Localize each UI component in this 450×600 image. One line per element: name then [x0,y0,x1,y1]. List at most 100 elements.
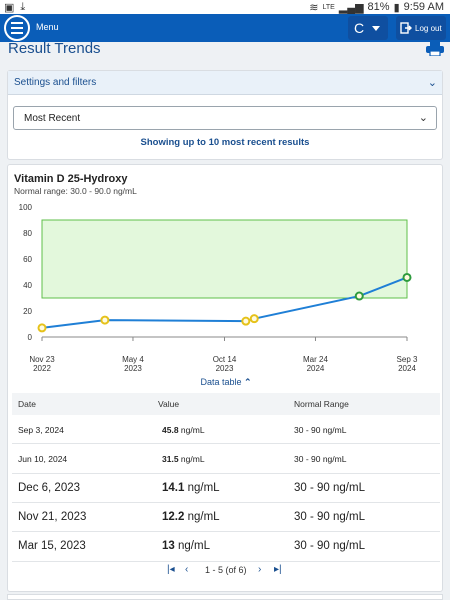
test-name: Vitamin D 25-Hydroxy [14,173,128,185]
y-tick-label: 20 [23,307,32,316]
x-tick-label: Sep 3 [397,355,418,364]
last-page-icon[interactable]: ▸| [274,564,282,575]
x-tick-label-year: 2023 [124,364,142,373]
row-range: 30 - 90 ng/mL [294,482,365,494]
row-range: 30 - 90 ng/mL [294,511,365,523]
battery-icon: ▮ [393,1,400,14]
network-label: LTE [322,3,335,11]
pagination: |◂ ‹ 1 - 5 (of 6) › ▸| [8,564,444,578]
row-range: 30 - 90 ng/mL [294,540,365,552]
avatar-initial: C [354,20,365,36]
y-tick-label: 0 [28,333,33,342]
download-icon: ⤓ [20,0,26,13]
x-tick-label-year: 2023 [216,364,234,373]
sort-select[interactable]: Most Recent ⌄ [13,106,437,130]
table-row: Dec 6, 2023 14.1 ng/mL 30 - 90 ng/mL [12,474,440,503]
data-point [354,291,364,301]
row-value: 45.8 ng/mL [162,425,205,435]
data-table-label: Data table [200,377,242,387]
y-tick-label: 80 [23,229,32,238]
menu-label: Menu [36,22,59,32]
row-date: Jun 10, 2024 [18,454,68,464]
logout-button[interactable]: Log out [396,16,446,40]
status-bar: ▣ ⤓ ≋ LTE ▂▄▆ 81% ▮ 9:59 AM [0,0,450,14]
x-tick-label-year: 2022 [33,364,51,373]
table-row: Nov 21, 2023 12.2 ng/mL 30 - 90 ng/mL [12,503,440,532]
clock: 9:59 AM [403,1,444,13]
table-row: Mar 15, 2023 13 ng/mL 30 - 90 ng/mL [12,532,440,562]
caret-down-icon [372,25,381,31]
account-menu-button[interactable]: C [348,16,388,40]
table-header: Date Value Normal Range [12,393,440,415]
data-point [37,323,47,333]
row-value-number: 12.2 [162,511,185,523]
row-value: 12.2 ng/mL [162,511,220,523]
battery-percent: 81% [367,1,390,13]
prev-page-icon[interactable]: ‹ [185,564,189,575]
settings-filters-toggle[interactable]: Settings and filters ⌄ [8,71,442,95]
chevron-down-icon: ⌄ [418,112,428,124]
y-tick-label: 40 [23,281,32,290]
row-date: Sep 3, 2024 [18,425,64,435]
row-value-unit: ng/mL [180,425,205,435]
row-date: Mar 15, 2023 [18,540,86,552]
row-value: 13 ng/mL [162,540,210,552]
x-tick-label: Nov 23 [29,355,55,364]
x-tick-label: May 4 [122,355,144,364]
x-tick-label: Mar 24 [303,355,328,364]
trend-card: 0 20 40 60 80 100 Nov 23 2022 May 4 2023 Oct 14 202… [7,164,443,592]
col-date: Date [18,399,36,409]
row-date: Dec 6, 2023 [18,482,81,494]
menu-button[interactable] [4,15,30,41]
row-value-unit: ng/mL [187,482,220,494]
settings-label: Settings and filters [14,77,97,88]
settings-card: Settings and filters ⌄ Most Recent ⌄ Sho… [7,70,443,160]
next-page-icon[interactable]: › [258,564,262,575]
x-tick-label: Oct 14 [213,355,237,364]
row-value: 14.1 ng/mL [162,482,220,494]
next-section-card [7,594,443,600]
row-range: 30 - 90 ng/mL [294,425,347,435]
row-value-number: 31.5 [162,454,179,464]
row-date: Nov 21, 2023 [18,511,87,523]
chevron-down-icon: ⌄ [427,77,437,89]
row-value: 31.5 ng/mL [162,454,205,464]
table-row: Sep 3, 2024 45.8 ng/mL 30 - 90 ng/mL [12,415,440,444]
table-row: Jun 10, 2024 31.5 ng/mL 30 - 90 ng/mL [12,444,440,474]
logout-icon [400,22,412,34]
app-bar: Menu C Log out [0,14,450,42]
logout-label: Log out [415,23,442,33]
row-value-unit: ng/mL [187,511,220,523]
showing-text: Showing up to 10 most recent results [140,137,310,148]
first-page-icon[interactable]: |◂ [167,564,175,575]
x-tick-label-year: 2024 [307,364,325,373]
y-tick-label: 100 [19,203,33,212]
wifi-icon: ≋ [309,1,319,14]
row-value-number: 45.8 [162,425,179,435]
col-range: Normal Range [294,399,349,409]
data-point [241,316,251,326]
row-value-number: 13 [162,540,175,552]
data-point [249,314,259,324]
data-table-toggle[interactable]: Data table ⌃ [8,377,444,388]
y-tick-label: 60 [23,255,32,264]
sort-select-value: Most Recent [24,113,81,124]
row-value-unit: ng/mL [180,454,205,464]
print-icon[interactable] [426,42,444,56]
page-range: 1 - 5 (of 6) [205,565,247,575]
chevron-up-icon: ⌃ [244,377,252,387]
normal-range-text: Normal range: 30.0 - 90.0 ng/mL [14,186,137,196]
data-point [402,272,412,282]
x-tick-label-year: 2024 [398,364,416,373]
signal-icon: ▂▄▆ [338,1,364,14]
row-value-number: 14.1 [162,482,185,494]
data-point [100,315,110,325]
page-title: Result Trends [8,40,101,57]
hamburger-icon [11,22,23,24]
normal-range-band [41,219,408,299]
image-icon: ▣ [4,1,15,14]
col-value: Value [158,399,180,409]
row-range: 30 - 90 ng/mL [294,454,347,464]
row-value-unit: ng/mL [178,540,210,552]
